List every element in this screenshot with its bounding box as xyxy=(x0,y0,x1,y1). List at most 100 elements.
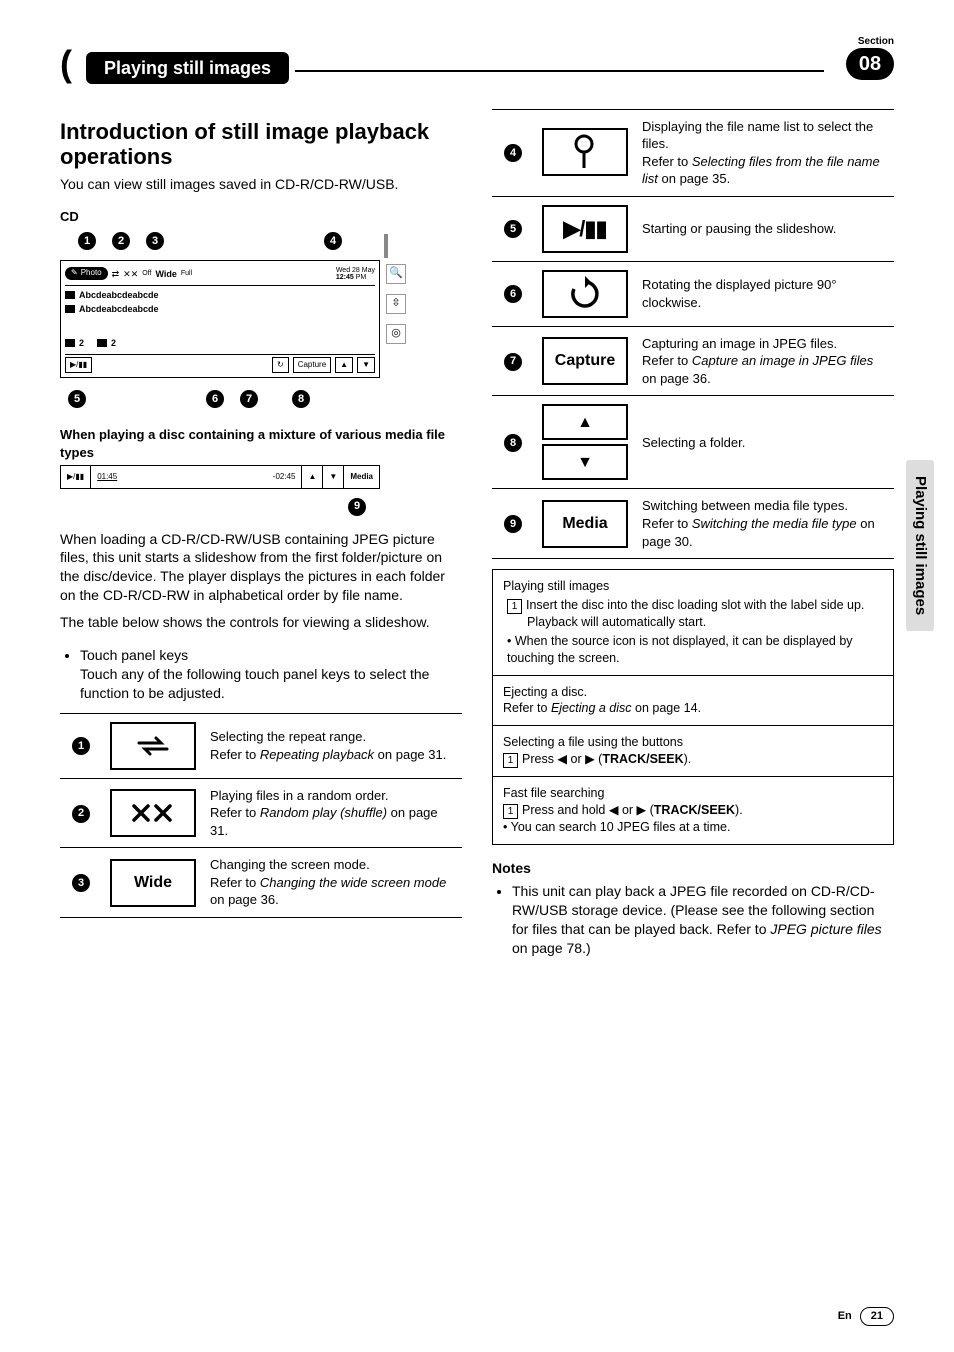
footer-lang: En xyxy=(838,1309,852,1324)
info4-tail: ). xyxy=(735,803,743,817)
control-icon-box: Wide xyxy=(110,859,196,907)
control-icon-box xyxy=(542,128,628,176)
row-icon-cell xyxy=(534,109,636,196)
row-desc: Rotating the displayed picture 90° clock… xyxy=(636,261,894,326)
info-step-1: Insert the disc into the disc loading sl… xyxy=(526,598,864,612)
cd-screen-mock: ✎ Photo ⇄ ✕✕Off WideFull Wed 28 May12:45… xyxy=(60,260,380,378)
row-desc: Changing the screen mode.Refer to Changi… xyxy=(204,848,462,918)
callout-9: 9 xyxy=(348,498,366,516)
info-title: Playing still images xyxy=(503,578,883,595)
info3-tail: ). xyxy=(684,752,692,766)
info4-bold: TRACK/SEEK xyxy=(654,803,735,817)
time-elapsed: 01:45 xyxy=(97,472,117,483)
left-column: Introduction of still image playback ope… xyxy=(60,109,462,962)
callout-8: 8 xyxy=(292,390,310,408)
row-number: 6 xyxy=(504,285,522,303)
callout-5: 5 xyxy=(68,390,86,408)
up-cell-icon: ▲ xyxy=(302,466,323,488)
callout-2: 2 xyxy=(112,232,130,250)
down-cell-icon: ▼ xyxy=(323,466,344,488)
info4-step: Press and hold ◀ or ▶ ( xyxy=(522,803,654,817)
down-mini-icon: ▼ xyxy=(357,357,375,373)
folder-icon xyxy=(65,339,75,347)
step-marker: 1 xyxy=(503,804,518,819)
callout-4: 4 xyxy=(324,232,342,250)
row-number: 7 xyxy=(504,353,522,371)
body-para-2: The table below shows the controls for v… xyxy=(60,613,462,632)
step-marker: 1 xyxy=(507,599,522,614)
row-number: 1 xyxy=(72,737,90,755)
controls-table-right: 4 Displaying the file name list to select… xyxy=(492,109,894,559)
row-icon-cell xyxy=(534,261,636,326)
control-row: 1 Selecting the repeat range.Refer to Rep… xyxy=(60,713,462,778)
info3-step: Press ◀ or ▶ ( xyxy=(522,752,602,766)
intro-text: You can view still images saved in CD-R/… xyxy=(60,175,462,194)
photo-badge-label: Photo xyxy=(81,268,102,279)
callout-6: 6 xyxy=(206,390,224,408)
note1-b: JPEG picture files xyxy=(770,921,881,937)
folder-icon xyxy=(97,339,107,347)
repeat-mini-icon: ⇄ xyxy=(112,268,120,280)
row-desc: Capturing an image in JPEG files.Refer t… xyxy=(636,326,894,396)
row-desc: Displaying the file name list to select … xyxy=(636,109,894,196)
row-desc: Playing files in a random order.Refer to… xyxy=(204,778,462,848)
media-cell-label: Media xyxy=(344,466,379,488)
time-remaining: -02:45 xyxy=(273,472,296,483)
row-icon-cell xyxy=(102,778,204,848)
row-icon-cell: ▲▼ xyxy=(534,396,636,489)
control-row: 7 CaptureCapturing an image in JPEG files… xyxy=(492,326,894,396)
info2-tail: on page 14. xyxy=(632,701,702,715)
note-1: This unit can play back a JPEG file reco… xyxy=(512,882,894,958)
control-row: 2 Playing files in a random order.Refer t… xyxy=(60,778,462,848)
row-number: 2 xyxy=(72,805,90,823)
bullet-body: Touch any of the following touch panel k… xyxy=(80,666,429,701)
row-icon-cell: Media xyxy=(534,489,636,559)
count-a: 2 xyxy=(79,337,84,349)
shuffle-mini-icon: ✕✕ xyxy=(123,268,138,280)
full-label: Full xyxy=(181,269,192,278)
file2-label: Abcdeabcdeabcde xyxy=(79,303,159,315)
row-number: 5 xyxy=(504,220,522,238)
row-icon-cell: Wide xyxy=(102,848,204,918)
row-desc: Selecting the repeat range.Refer to Repe… xyxy=(204,713,462,778)
control-icon-box xyxy=(110,789,196,837)
camera-side-icon: ◎ xyxy=(386,324,406,344)
time-label: 12:45 xyxy=(336,274,354,281)
header-rule xyxy=(295,70,824,72)
chapter-header: ( Playing still images xyxy=(60,40,894,89)
playpause-cell-icon: ▶/▮▮ xyxy=(61,466,91,488)
info-fast-search: Fast file searching 1 Press and hold ◀ or… xyxy=(492,776,894,845)
row-number: 3 xyxy=(72,874,90,892)
cd-diagram: 1 2 3 4 ✎ Photo ⇄ ✕✕Off WideFull Wed 28 … xyxy=(60,230,380,412)
row-number: 4 xyxy=(504,144,522,162)
controls-table-left: 1 Selecting the repeat range.Refer to Rep… xyxy=(60,713,462,918)
control-row: 5 ▶/▮▮Starting or pausing the slideshow. xyxy=(492,196,894,261)
info4-bullet: You can search 10 JPEG files at a time. xyxy=(511,820,731,834)
row-desc: Starting or pausing the slideshow. xyxy=(636,196,894,261)
row-number: 8 xyxy=(504,434,522,452)
callout-7: 7 xyxy=(240,390,258,408)
callout-1: 1 xyxy=(78,232,96,250)
control-icon-box: ▶/▮▮ xyxy=(542,205,628,253)
control-row: 8▲▼Selecting a folder. xyxy=(492,396,894,489)
right-column: 4 Displaying the file name list to select… xyxy=(492,109,894,962)
body-para-1: When loading a CD-R/CD-RW/USB containing… xyxy=(60,530,462,606)
folder-icon xyxy=(65,291,75,299)
control-icon-box xyxy=(110,722,196,770)
info-step-1b: Playback will automatically start. xyxy=(527,614,706,631)
control-row: 4 Displaying the file name list to select… xyxy=(492,109,894,196)
info4-title: Fast file searching xyxy=(503,785,883,802)
file1-label: Abcdeabcdeabcde xyxy=(79,289,159,301)
section-label: Section xyxy=(858,35,894,49)
cd-label: CD xyxy=(60,208,462,226)
info2-ital: Ejecting a disc xyxy=(551,701,632,715)
count-b: 2 xyxy=(111,337,116,349)
control-row: 3 WideChanging the screen mode.Refer to C… xyxy=(60,848,462,918)
info-selecting: Selecting a file using the buttons 1Pres… xyxy=(492,725,894,777)
callout-3: 3 xyxy=(146,232,164,250)
mix-heading: When playing a disc containing a mixture… xyxy=(60,426,462,461)
side-tab: Playing still images xyxy=(906,460,934,631)
scroll-side-icon: ⇳ xyxy=(386,294,406,314)
row-desc: Switching between media file types.Refer… xyxy=(636,489,894,559)
control-icon-box: Capture xyxy=(542,337,628,385)
